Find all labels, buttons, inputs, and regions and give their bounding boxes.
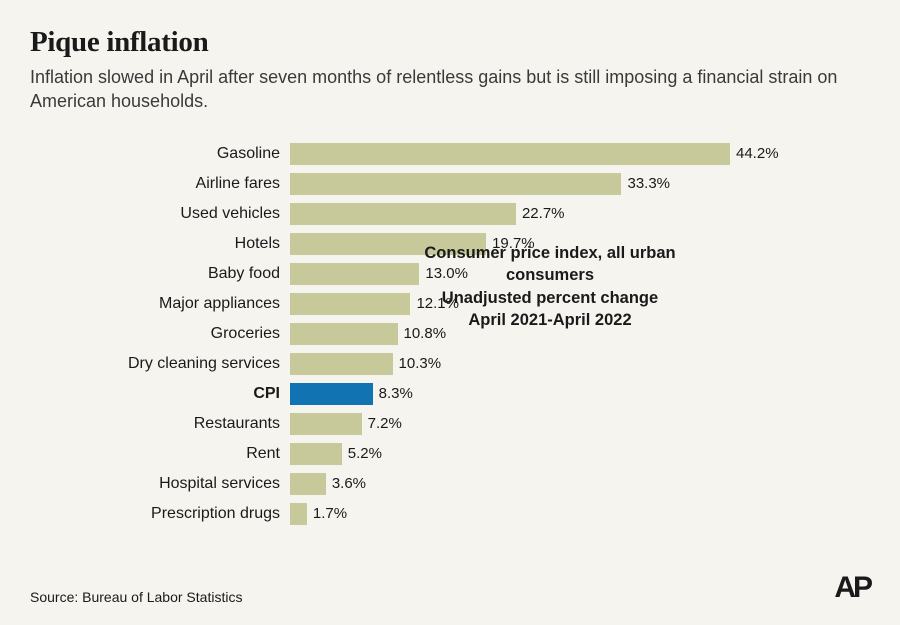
bar-category-label: Hotels bbox=[110, 235, 290, 253]
bar-area: 22.7% bbox=[290, 200, 870, 228]
bar-area: 44.2% bbox=[290, 140, 870, 168]
bar-category-label: Restaurants bbox=[110, 415, 290, 433]
chart-subtitle: Inflation slowed in April after seven mo… bbox=[30, 65, 850, 114]
bar-area: 1.7% bbox=[290, 500, 870, 528]
ap-logo: AP bbox=[834, 571, 870, 605]
bar bbox=[290, 413, 362, 435]
bar bbox=[290, 503, 307, 525]
bar-chart: Gasoline 44.2% Airline fares 33.3% Used vehi… bbox=[110, 140, 870, 528]
bar bbox=[290, 203, 516, 225]
bar-row: Used vehicles 22.7% bbox=[110, 200, 870, 228]
bar-category-label: Used vehicles bbox=[110, 205, 290, 223]
bar-category-label: Hospital services bbox=[110, 475, 290, 493]
bar bbox=[290, 143, 730, 165]
bar-area: 5.2% bbox=[290, 440, 870, 468]
bar-value-label: 7.2% bbox=[368, 415, 402, 432]
bar-value-label: 10.3% bbox=[399, 355, 442, 372]
source-text: Source: Bureau of Labor Statistics bbox=[30, 589, 242, 605]
bar-row: Hospital services 3.6% bbox=[110, 470, 870, 498]
bar-category-label: Baby food bbox=[110, 265, 290, 283]
bar-category-label: Major appliances bbox=[110, 295, 290, 313]
bar-value-label: 5.2% bbox=[348, 445, 382, 462]
chart-annotation: Consumer price index, all urban consumer… bbox=[380, 242, 720, 331]
bar-area: 8.3% bbox=[290, 380, 870, 408]
footer: Source: Bureau of Labor Statistics AP bbox=[30, 571, 870, 605]
bar-row: Rent 5.2% bbox=[110, 440, 870, 468]
bar-category-label: Dry cleaning services bbox=[110, 355, 290, 373]
bar-row: Dry cleaning services 10.3% bbox=[110, 350, 870, 378]
bar-value-label: 1.7% bbox=[313, 505, 347, 522]
bar-row: Airline fares 33.3% bbox=[110, 170, 870, 198]
annotation-line: April 2021-April 2022 bbox=[380, 309, 720, 331]
bar-category-label: CPI bbox=[110, 385, 290, 403]
bar-value-label: 44.2% bbox=[736, 145, 779, 162]
bar bbox=[290, 353, 393, 375]
bar-value-label: 8.3% bbox=[379, 385, 413, 402]
chart-title: Pique inflation bbox=[30, 26, 870, 59]
bar-area: 33.3% bbox=[290, 170, 870, 198]
bar-category-label: Groceries bbox=[110, 325, 290, 343]
bar bbox=[290, 443, 342, 465]
bar-row: Gasoline 44.2% bbox=[110, 140, 870, 168]
bar-value-label: 33.3% bbox=[627, 175, 670, 192]
bar-row: Restaurants 7.2% bbox=[110, 410, 870, 438]
bar bbox=[290, 173, 621, 195]
bar-row: CPI 8.3% bbox=[110, 380, 870, 408]
bar bbox=[290, 473, 326, 495]
annotation-line: Unadjusted percent change bbox=[380, 287, 720, 309]
bar-category-label: Prescription drugs bbox=[110, 505, 290, 523]
bar-category-label: Airline fares bbox=[110, 175, 290, 193]
bar-row: Prescription drugs 1.7% bbox=[110, 500, 870, 528]
bar-area: 10.3% bbox=[290, 350, 870, 378]
annotation-line: Consumer price index, all urban consumer… bbox=[380, 242, 720, 287]
bar-category-label: Gasoline bbox=[110, 145, 290, 163]
bar-value-label: 22.7% bbox=[522, 205, 565, 222]
bar-area: 7.2% bbox=[290, 410, 870, 438]
bar bbox=[290, 383, 373, 405]
bar-value-label: 3.6% bbox=[332, 475, 366, 492]
bar-category-label: Rent bbox=[110, 445, 290, 463]
bar-area: 3.6% bbox=[290, 470, 870, 498]
